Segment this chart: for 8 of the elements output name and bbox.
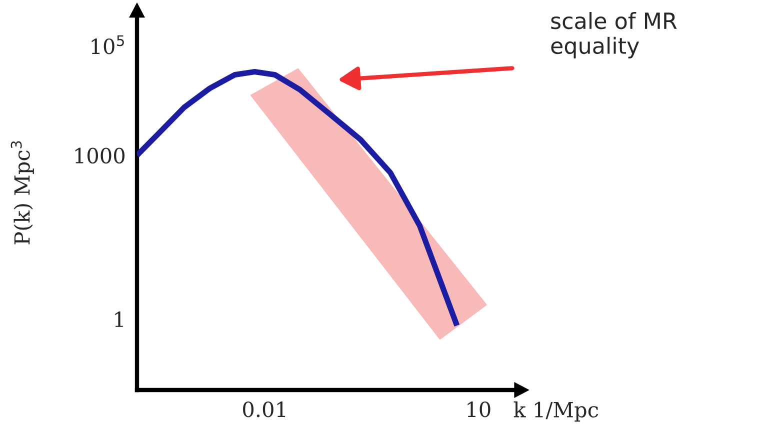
y-tick-label: 1000	[75, 148, 125, 164]
x-tick-label: 10	[468, 401, 490, 418]
y-tick-label: 10$^{5}$	[92, 35, 124, 54]
x-tick-label: 0.01	[243, 401, 286, 418]
text: scale of MR equality	[551, 12, 677, 58]
y-tick-label: 1	[115, 311, 123, 327]
x-axis-title: k 1/Mpc	[514, 401, 598, 422]
y-axis-title: P(k) Mpc$^{3}$	[10, 141, 34, 244]
